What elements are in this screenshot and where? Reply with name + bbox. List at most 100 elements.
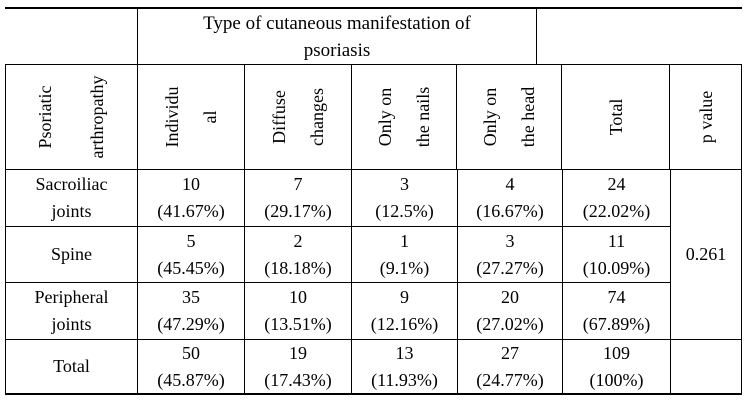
count: 9 xyxy=(400,287,409,307)
p-value-cell: 0.261 xyxy=(671,170,742,340)
count: 4 xyxy=(505,174,515,194)
rotated-header-text: Only on the nails xyxy=(366,67,442,168)
column-header-only-on-the-head: Only on the head xyxy=(457,65,563,170)
count: 10 xyxy=(182,174,200,194)
cell-peripheral-individual: 35 (47.29%) xyxy=(138,283,245,340)
label-line: joints xyxy=(51,201,92,221)
column-header-individual: Individu al xyxy=(137,65,245,170)
rotated-header-text: Total xyxy=(597,67,635,168)
cell-spine-head: 3 (27.27%) xyxy=(458,227,563,283)
cell-peripheral-nails: 9 (12.16%) xyxy=(352,283,458,340)
count: 35 xyxy=(182,287,200,307)
column-header-only-on-the-nails: Only on the nails xyxy=(351,65,458,170)
results-table: Type of cutaneous manifestation of psori… xyxy=(5,7,743,395)
percent: (24.77%) xyxy=(476,369,544,390)
cell-peripheral-head: 20 (27.02%) xyxy=(458,283,563,340)
label-line: Spine xyxy=(50,244,92,264)
table-row-spine: Spine 5 (45.45%) 2 (18.18%) 1 (9.1%) 3 xyxy=(6,227,671,283)
p-value-column: 0.261 xyxy=(671,170,742,393)
cell-sacroiliac-diffuse: 7 (29.17%) xyxy=(245,170,352,227)
count: 1 xyxy=(400,230,409,251)
table-row-peripheral-joints: Peripheral joints 35 (47.29%) 10 (13.51%… xyxy=(6,283,671,340)
rotated-header-text: Only on the head xyxy=(471,67,547,168)
percent: (10.09%) xyxy=(582,257,651,278)
top-header-line2: psoriasis xyxy=(303,39,371,61)
count: 11 xyxy=(607,230,626,251)
count: 5 xyxy=(186,230,196,251)
row-label-peripheral-joints: Peripheral joints xyxy=(6,283,138,340)
percent: (27.02%) xyxy=(476,314,544,334)
header-line: Only on xyxy=(374,87,395,147)
count: 109 xyxy=(603,342,630,363)
count: 19 xyxy=(289,342,307,363)
count: 2 xyxy=(293,230,303,251)
count: 3 xyxy=(505,230,515,251)
percent: (47.29%) xyxy=(157,314,225,334)
percent: (9.1%) xyxy=(379,257,430,278)
header-line: the head xyxy=(518,86,539,148)
cell-total-individual: 50 (45.87%) xyxy=(138,340,245,393)
count: 20 xyxy=(501,287,519,307)
percent: (22.02%) xyxy=(582,201,651,221)
percent: (12.16%) xyxy=(370,314,439,334)
cell-total-diffuse: 19 (17.43%) xyxy=(245,340,352,393)
count: 7 xyxy=(293,174,303,194)
column-header-diffuse-changes: Diffuse changes xyxy=(244,65,352,170)
count: 13 xyxy=(395,342,414,363)
cell-sacroiliac-head: 4 (16.67%) xyxy=(458,170,563,227)
data-rows: Sacroiliac joints 10 (41.67%) 7 (29.17%)… xyxy=(6,170,671,393)
label-line: Sacroiliac xyxy=(35,174,108,194)
top-header-row: Type of cutaneous manifestation of psori… xyxy=(5,7,742,65)
cell-sacroiliac-individual: 10 (41.67%) xyxy=(138,170,245,227)
row-label-sacroiliac-joints: Sacroiliac joints xyxy=(6,170,138,227)
count: 24 xyxy=(607,174,626,194)
header-line: the nails xyxy=(412,86,433,148)
percent: (41.67%) xyxy=(157,201,225,221)
rotated-header-text: p value xyxy=(687,67,725,168)
p-value-empty-cell xyxy=(671,340,742,393)
cell-spine-diffuse: 2 (18.18%) xyxy=(245,227,352,283)
table-row-sacroiliac-joints: Sacroiliac joints 10 (41.67%) 7 (29.17%)… xyxy=(6,170,671,227)
percent: (11.93%) xyxy=(371,369,438,390)
header-line: Psoriatic xyxy=(35,85,56,149)
percent: (45.45%) xyxy=(157,257,225,278)
table-body: Sacroiliac joints 10 (41.67%) 7 (29.17%)… xyxy=(5,170,742,393)
count: 27 xyxy=(501,342,519,363)
rotated-header-text: Psoriatic arthropathy xyxy=(19,67,123,168)
cell-spine-individual: 5 (45.45%) xyxy=(138,227,245,283)
percent: (17.43%) xyxy=(264,369,332,390)
label-line: Total xyxy=(53,356,90,376)
top-header-line1: Type of cutaneous manifestation of xyxy=(203,12,471,34)
percent: (67.89%) xyxy=(582,314,651,334)
header-line: Only on xyxy=(480,87,501,147)
top-header-spacer-right xyxy=(537,9,742,64)
percent: (12.5%) xyxy=(375,201,434,221)
cell-peripheral-diffuse: 10 (13.51%) xyxy=(245,283,352,340)
cell-sacroiliac-nails: 3 (12.5%) xyxy=(352,170,458,227)
header-line: changes xyxy=(306,88,327,146)
column-header-row: Psoriatic arthropathy Individu al Diffus… xyxy=(5,65,743,170)
percent: (100%) xyxy=(589,369,644,390)
percent: (27.27%) xyxy=(476,257,544,278)
top-header-spacer-left xyxy=(5,9,137,64)
header-line: Total xyxy=(605,98,626,136)
cell-spine-nails: 1 (9.1%) xyxy=(352,227,458,283)
column-header-p-value: p value xyxy=(670,65,743,170)
rotated-header-text: Diffuse changes xyxy=(260,67,336,168)
label-line: joints xyxy=(51,314,92,334)
header-line: p value xyxy=(695,90,716,144)
count: 50 xyxy=(182,342,200,363)
count: 10 xyxy=(289,287,307,307)
p-value: 0.261 xyxy=(685,244,727,264)
cell-spine-total: 11 (10.09%) xyxy=(563,227,671,283)
percent: (13.51%) xyxy=(264,314,332,334)
top-header-cell: Type of cutaneous manifestation of psori… xyxy=(137,9,537,64)
cell-total-head: 27 (24.77%) xyxy=(458,340,563,393)
count: 74 xyxy=(607,287,626,307)
header-line: arthropathy xyxy=(87,75,108,159)
cell-sacroiliac-total: 24 (22.02%) xyxy=(563,170,671,227)
row-label-total: Total xyxy=(6,340,138,393)
rotated-header-text: Individu al xyxy=(153,67,229,168)
percent: (18.18%) xyxy=(264,257,332,278)
percent: (45.87%) xyxy=(157,369,225,390)
